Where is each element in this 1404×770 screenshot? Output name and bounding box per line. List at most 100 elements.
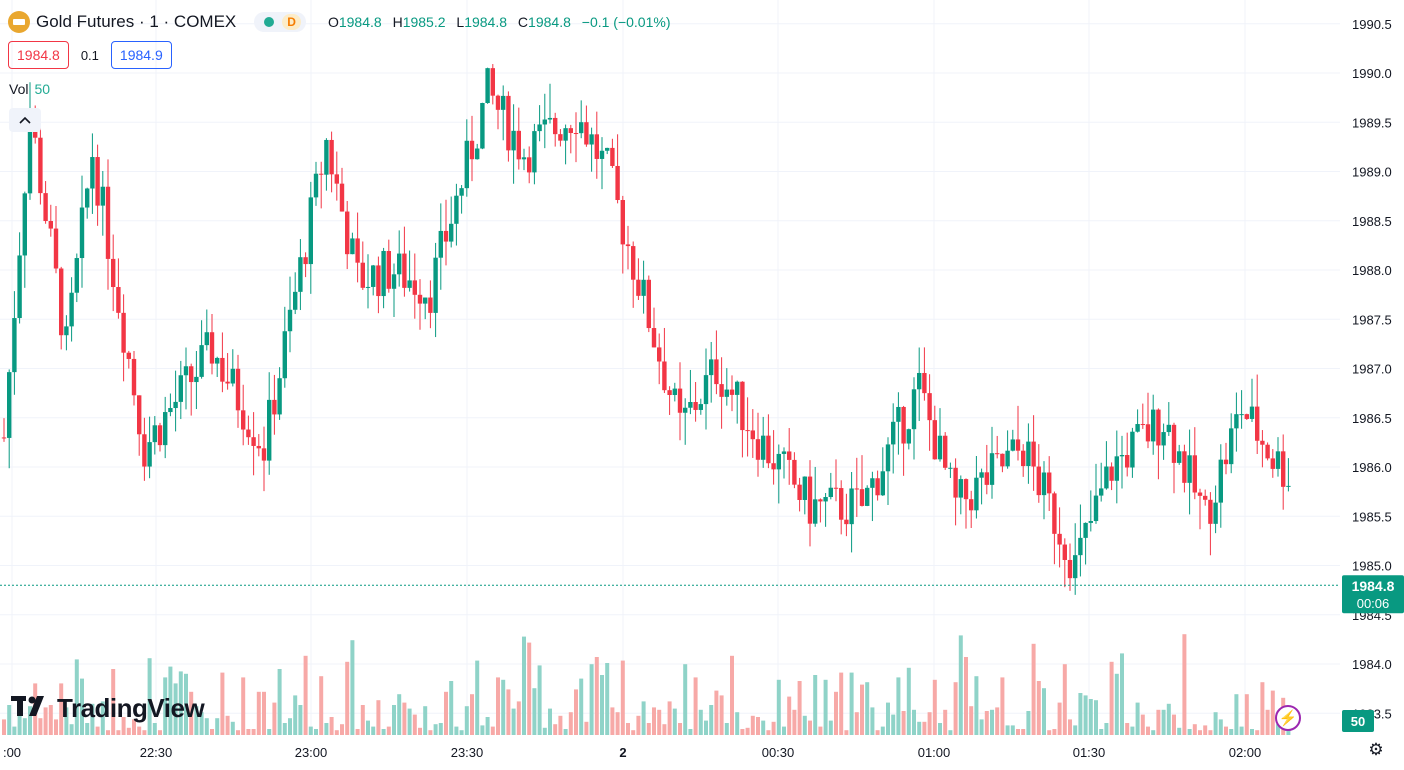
- volume-bar: [376, 700, 381, 735]
- volume-legend[interactable]: Vol 50: [9, 81, 50, 97]
- volume-bar: [59, 683, 64, 735]
- last-price-label: 1984.8: [1352, 578, 1395, 594]
- candle-body: [875, 478, 880, 496]
- candle-body: [969, 499, 974, 511]
- volume-bar: [823, 679, 828, 735]
- volume-bar: [1057, 702, 1062, 735]
- volume-bar: [152, 723, 157, 735]
- candle-body: [303, 257, 308, 265]
- volume-bar: [256, 691, 261, 735]
- live-dot-icon: [264, 17, 275, 27]
- volume-bar: [308, 726, 313, 735]
- candle-body: [594, 134, 599, 159]
- volume-bar: [7, 705, 12, 735]
- volume-bar: [657, 709, 662, 735]
- sell-button[interactable]: 1984.8: [8, 41, 69, 69]
- symbol-legend[interactable]: Gold Futures · 1 · COMEX D O1984.8 H1985…: [8, 9, 678, 35]
- candle-body: [1166, 424, 1171, 433]
- chart-settings-button[interactable]: ⚙: [1366, 740, 1386, 760]
- volume-bar: [28, 706, 32, 735]
- candle-body: [553, 117, 558, 135]
- candle-body: [703, 375, 709, 405]
- volume-bar: [1005, 725, 1010, 735]
- candle-body: [1197, 492, 1203, 496]
- x-tick-label: 23:00: [295, 745, 328, 760]
- candle-body: [1093, 495, 1099, 522]
- candle-body: [953, 467, 958, 498]
- candle-body: [657, 347, 662, 362]
- volume-bar: [147, 658, 152, 735]
- volume-bar: [459, 730, 464, 735]
- volume-bar: [646, 723, 651, 735]
- candle-body: [22, 193, 27, 256]
- candle-body: [1031, 441, 1036, 467]
- volume-bar: [527, 642, 532, 735]
- candle-body: [313, 173, 319, 198]
- volume-bar: [834, 691, 838, 735]
- volume-bar: [641, 701, 646, 735]
- candle-body: [324, 139, 329, 175]
- volume-bar: [776, 679, 781, 735]
- gold-coin-icon: [8, 11, 30, 33]
- volume-bar: [735, 712, 740, 735]
- candle-body: [1099, 488, 1104, 496]
- candle-body: [100, 186, 105, 206]
- candle-body: [12, 318, 17, 373]
- candle-body: [1109, 466, 1114, 481]
- volume-bar: [1010, 725, 1015, 735]
- volume-bar: [1036, 681, 1041, 735]
- ohlc-values: O1984.8 H1985.2 L1984.8 C1984.8 −0.1 (−0…: [328, 14, 678, 30]
- volume-bar: [600, 675, 604, 735]
- candle-body: [350, 238, 355, 255]
- volume-bar: [1125, 723, 1130, 735]
- volume-bar: [610, 707, 615, 735]
- volume-bar: [1198, 730, 1202, 735]
- candle-body: [131, 358, 137, 396]
- volume-bar: [506, 689, 511, 735]
- candle-body: [750, 430, 755, 440]
- candle-body: [776, 453, 781, 470]
- volume-bar: [740, 729, 745, 735]
- volume-bar: [542, 727, 547, 735]
- candle-body: [901, 406, 906, 444]
- volume-bar: [1094, 700, 1098, 735]
- volume-bar: [672, 708, 677, 735]
- market-status-pill[interactable]: D: [254, 12, 306, 32]
- volume-bar: [854, 712, 859, 735]
- candle-body: [683, 407, 688, 413]
- volume-bar: [1239, 726, 1244, 735]
- volume-bar: [438, 723, 443, 735]
- volume-bar: [412, 714, 417, 735]
- candle-body: [85, 188, 90, 208]
- candle-body: [865, 487, 870, 506]
- volume-bar: [1073, 725, 1078, 735]
- symbol-title[interactable]: Gold Futures · 1 · COMEX: [36, 12, 237, 31]
- candle-body: [1114, 456, 1119, 481]
- candle-body: [839, 488, 844, 520]
- volume-bar: [761, 720, 766, 735]
- candle-body: [235, 368, 241, 411]
- buy-button[interactable]: 1984.9: [110, 41, 172, 69]
- candle-body: [38, 137, 43, 194]
- candle-body: [319, 173, 324, 175]
- volume-bar: [345, 661, 350, 735]
- volume-bar: [678, 723, 682, 735]
- volume-bar: [12, 726, 17, 735]
- candle-body: [537, 124, 542, 132]
- candle-body: [64, 326, 69, 336]
- flash-button[interactable]: ⚡: [1275, 705, 1301, 731]
- last-price-tag: [1342, 575, 1404, 614]
- candle-body: [423, 297, 428, 304]
- tradingview-logo[interactable]: TradingView: [11, 693, 205, 724]
- candle-body: [204, 332, 209, 346]
- candle-body: [480, 103, 485, 149]
- volume-bar: [917, 721, 922, 735]
- volume-bar: [522, 636, 526, 735]
- volume-bar: [288, 718, 292, 735]
- volume-bar: [1068, 719, 1072, 735]
- volume-bar: [236, 730, 240, 735]
- volume-bar: [366, 720, 370, 735]
- collapse-legend-button[interactable]: [9, 108, 41, 132]
- volume-bar: [90, 703, 95, 735]
